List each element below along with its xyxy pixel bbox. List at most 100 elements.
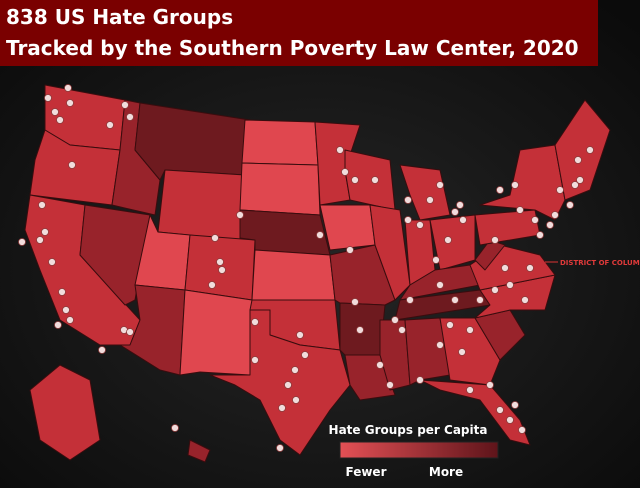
group-dot <box>351 298 359 306</box>
group-dot <box>432 256 440 264</box>
group-dot <box>296 331 304 339</box>
group-dot <box>486 381 494 389</box>
group-dot <box>496 186 504 194</box>
group-dot <box>496 406 504 414</box>
group-dot <box>459 216 467 224</box>
group-dot <box>436 181 444 189</box>
group-dot <box>444 236 452 244</box>
group-dot <box>98 346 106 354</box>
state <box>319 204 376 251</box>
group-dot <box>491 236 499 244</box>
group-dot <box>451 296 459 304</box>
group-dot <box>521 296 529 304</box>
group-dot <box>466 326 474 334</box>
group-dot <box>251 318 259 326</box>
group-dot <box>251 356 259 364</box>
group-dot <box>456 201 464 209</box>
group-dot <box>386 381 394 389</box>
group-dot <box>48 258 56 266</box>
group-dot <box>236 211 244 219</box>
group-dot <box>126 113 134 121</box>
state <box>157 169 246 241</box>
group-dot <box>36 236 44 244</box>
state <box>399 164 451 221</box>
state <box>439 317 501 386</box>
group-dot <box>526 264 534 272</box>
group-dot <box>531 216 539 224</box>
group-dot <box>536 231 544 239</box>
state <box>251 249 336 301</box>
group-dot <box>398 326 406 334</box>
group-dot <box>356 326 364 334</box>
state <box>379 319 411 391</box>
group-dot <box>466 386 474 394</box>
group-dot <box>292 396 300 404</box>
state <box>369 204 411 301</box>
group-dot <box>451 208 459 216</box>
state <box>209 309 351 456</box>
group-dot <box>391 316 399 324</box>
group-dot <box>516 206 524 214</box>
state <box>419 379 531 446</box>
group-dot <box>566 201 574 209</box>
group-dot <box>571 181 579 189</box>
group-dot <box>546 221 554 229</box>
group-dot <box>171 424 179 432</box>
group-dot <box>68 161 76 169</box>
group-dot <box>506 416 514 424</box>
legend-high: More <box>429 465 463 479</box>
group-dot <box>574 156 582 164</box>
group-dot <box>44 94 52 102</box>
group-dot <box>56 116 64 124</box>
group-dot <box>586 146 594 154</box>
group-dot <box>476 296 484 304</box>
group-dot <box>556 186 564 194</box>
state <box>79 204 151 306</box>
group-dot <box>341 168 349 176</box>
group-dot <box>62 306 70 314</box>
group-dot <box>491 286 499 294</box>
group-dot <box>278 404 286 412</box>
group-dot <box>18 238 26 246</box>
group-dot <box>404 216 412 224</box>
group-dot <box>121 101 129 109</box>
group-dot <box>64 84 72 92</box>
group-dot <box>301 351 309 359</box>
group-dot <box>576 176 584 184</box>
group-dot <box>406 296 414 304</box>
legend-low: Fewer <box>346 465 387 479</box>
legend-gradient <box>339 441 499 459</box>
group-dot <box>511 181 519 189</box>
group-dot <box>376 361 384 369</box>
group-dot <box>501 264 509 272</box>
group-dot <box>41 228 49 236</box>
group-dot <box>371 176 379 184</box>
title-line: Tracked by the Southern Poverty Law Cent… <box>6 36 579 60</box>
group-dots <box>18 84 594 452</box>
states <box>24 84 611 463</box>
group-dot <box>106 121 114 129</box>
state <box>241 119 319 166</box>
group-dot <box>416 221 424 229</box>
group-dot <box>511 401 519 409</box>
group-dot <box>218 266 226 274</box>
group-dot <box>551 211 559 219</box>
group-dot <box>458 348 466 356</box>
group-dot <box>66 316 74 324</box>
group-dot <box>211 234 219 242</box>
group-dot <box>518 426 526 434</box>
group-dot <box>436 341 444 349</box>
group-dot <box>346 246 354 254</box>
group-dot <box>436 281 444 289</box>
group-dot <box>284 381 292 389</box>
group-dot <box>54 321 62 329</box>
group-dot <box>38 201 46 209</box>
group-dot <box>208 281 216 289</box>
state <box>29 364 101 461</box>
title-line: 838 US Hate Groups <box>6 5 233 29</box>
group-dot <box>336 146 344 154</box>
legend-title: Hate Groups per Capita <box>329 423 488 437</box>
group-dot <box>126 328 134 336</box>
group-dot <box>506 281 514 289</box>
